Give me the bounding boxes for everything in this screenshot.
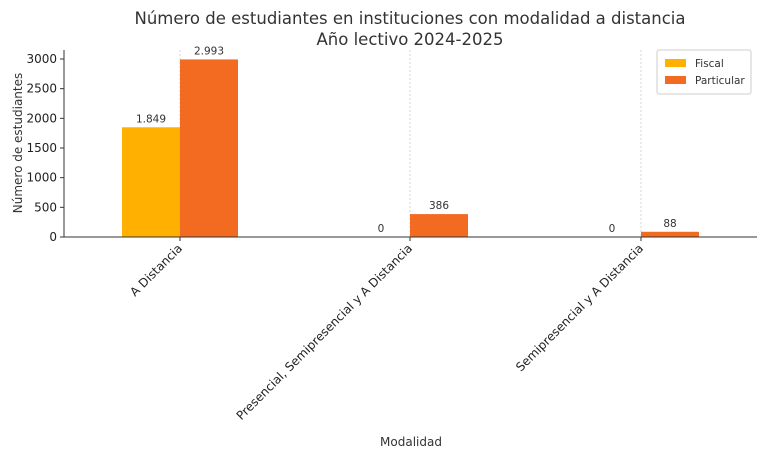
data-labels: 1.849 0 0 2.993 386 88 [136,45,677,235]
bar-particular-2 [410,214,468,237]
y-tick-label-2000: 2000 [26,111,57,125]
y-tick-label-1500: 1500 [26,141,57,155]
data-label-fiscal-1: 1.849 [136,113,166,125]
data-label-particular-1: 2.993 [194,45,224,57]
data-label-fiscal-2: 0 [378,223,385,235]
y-tick-label-1000: 1000 [26,171,57,185]
y-tick-label-0: 0 [49,230,57,244]
x-axis-label: Modalidad [380,435,442,449]
y-tick-label-500: 500 [34,200,57,214]
bar-fiscal-1 [122,127,180,237]
bars [122,59,699,238]
chart-title: Número de estudiantes en instituciones c… [134,9,685,28]
y-tick-label-2500: 2500 [26,82,57,96]
data-label-particular-2: 386 [429,200,449,212]
x-tick-label-2: Presencial, Semipresencial y A Distancia [234,241,415,422]
legend-swatch-particular [665,76,686,84]
legend-label-particular: Particular [695,75,745,87]
legend-box [656,49,752,95]
x-axis-ticks: A Distancia Presencial, Semipresencial y … [127,237,646,423]
gridlines [179,50,642,237]
data-label-fiscal-3: 0 [609,223,616,235]
chart-subtitle: Año lectivo 2024-2025 [317,30,504,49]
legend-swatch-fiscal [665,59,686,67]
legend: Fiscal Particular [656,49,752,95]
bar-particular-1 [180,59,238,238]
x-tick-label-1: A Distancia [127,241,185,299]
y-tick-label-3000: 3000 [26,52,57,66]
x-tick-label-3: Semipresencial y A Distancia [513,241,646,374]
legend-label-fiscal: Fiscal [695,58,724,70]
y-axis-ticks: 0 500 1000 1500 2000 2500 3000 [26,52,64,244]
y-axis-label: Número de estudiantes [11,73,25,214]
bar-particular-3 [641,231,699,237]
data-label-particular-3: 88 [663,218,676,230]
